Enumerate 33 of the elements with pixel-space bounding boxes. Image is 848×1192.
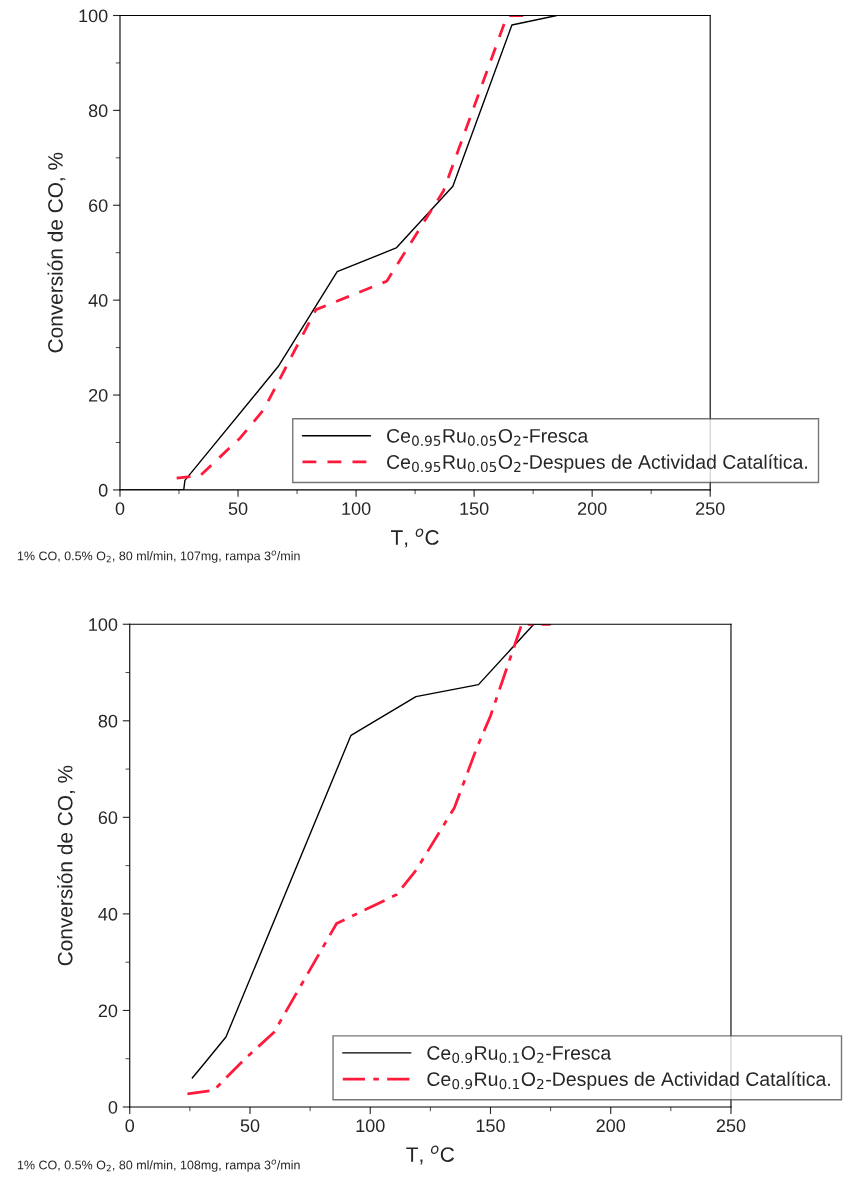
x-tick-label: 0 bbox=[125, 1119, 135, 1133]
y-tick-label: 80 bbox=[98, 714, 118, 728]
y-tick-label: 0 bbox=[108, 1100, 118, 1114]
text: 1% CO, 0.5% O$_{2}$, 80 ml/min, 107mg, rampa 3$^{o}$/min bbox=[17, 550, 300, 563]
y-axis-title: Conversión de CO, % bbox=[47, 152, 66, 353]
y-tick-label: 40 bbox=[88, 294, 108, 307]
y-axis-title: Conversión de CO, % bbox=[57, 765, 76, 966]
y-tick-label: 20 bbox=[98, 1004, 118, 1018]
x-tick-label: 150 bbox=[476, 1119, 505, 1133]
x-tick-label: 200 bbox=[578, 502, 607, 515]
y-tick-label: 0 bbox=[98, 483, 108, 497]
x-axis-title: T, $^{o}$C bbox=[390, 528, 439, 548]
x-tick-label: 100 bbox=[342, 502, 371, 515]
legend-label: Ce$_{0.95}$Ru$_{0.05}$O$_{2}$-Despues de Actividad Catalítica. bbox=[387, 454, 807, 473]
y-tick-label: 40 bbox=[98, 907, 118, 921]
y-tick-label: 60 bbox=[98, 811, 118, 825]
x-tick-label: 250 bbox=[696, 502, 725, 515]
x-tick-label: 50 bbox=[228, 502, 248, 515]
y-tick-label: 100 bbox=[79, 9, 108, 23]
text: 1% CO, 0.5% O$_{2}$, 80 ml/min, 108mg, rampa 3$^{o}$/min bbox=[17, 1159, 300, 1172]
y-tick-label: 80 bbox=[88, 104, 108, 118]
x-tick-label: 50 bbox=[240, 1119, 260, 1133]
y-tick-label: 100 bbox=[89, 618, 118, 631]
y-tick-label: 60 bbox=[89, 199, 108, 212]
y-tick-label: 20 bbox=[89, 388, 108, 402]
x-tick-label: 150 bbox=[460, 502, 489, 515]
legend-label: Ce$_{0.95}$Ru$_{0.05}$O$_{2}$-Fresca bbox=[387, 428, 589, 446]
x-tick-label: 100 bbox=[356, 1119, 385, 1133]
x-tick-label: 250 bbox=[716, 1119, 746, 1133]
legend-label: Ce$_{0.9}$Ru$_{0.1}$O$_{2}$-Despues de Actividad Catalítica. bbox=[427, 1071, 830, 1090]
x-axis-title: T, $^{o}$C bbox=[406, 1145, 455, 1165]
legend-label: Ce$_{0.9}$Ru$_{0.1}$O$_{2}$-Fresca bbox=[427, 1046, 612, 1064]
x-tick-label: 200 bbox=[596, 1119, 626, 1133]
